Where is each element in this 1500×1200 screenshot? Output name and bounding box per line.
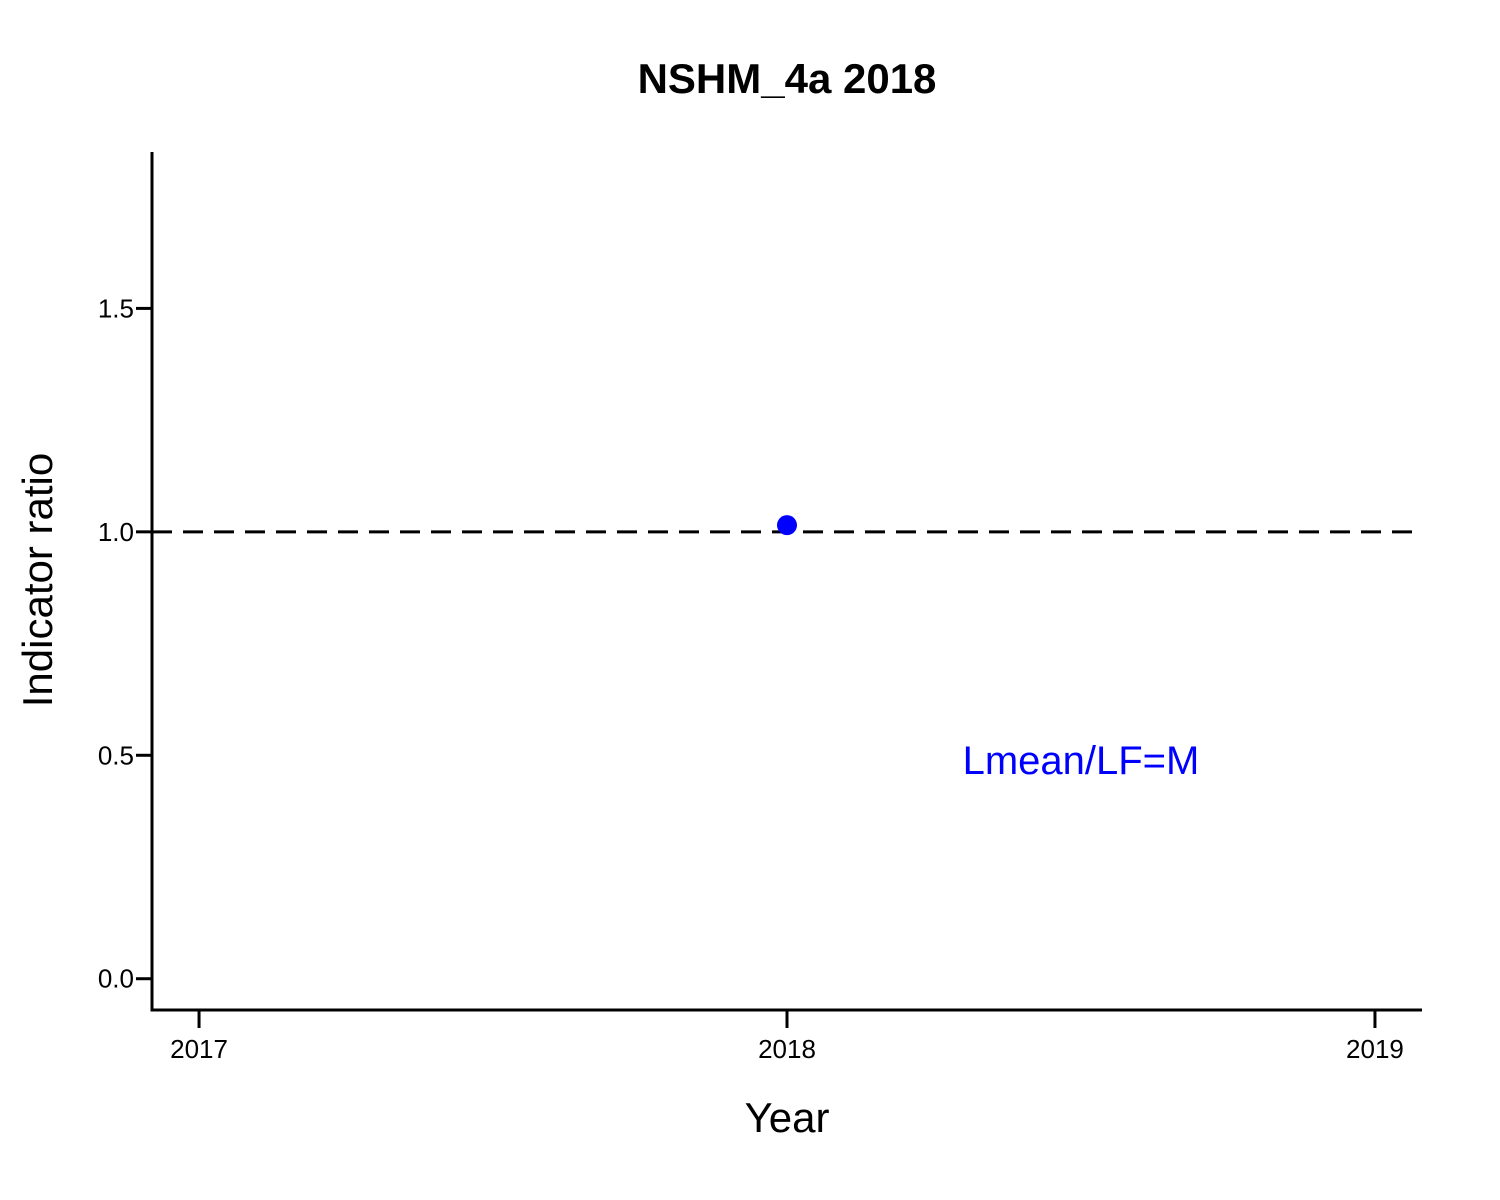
annotation-text: Lmean/LF=M: [963, 739, 1200, 783]
axes: [150, 152, 1422, 1012]
data-point: [777, 515, 797, 536]
y-ticks: 0.0 0.5 1.0 1.5: [98, 293, 152, 994]
chart-title: NSHM_4a 2018: [638, 55, 937, 102]
x-tick-label: 2019: [1346, 1034, 1404, 1064]
y-tick-label: 0.5: [98, 740, 134, 770]
x-tick-label: 2018: [758, 1034, 816, 1064]
x-ticks: 2017 2018 2019: [170, 1010, 1404, 1064]
x-tick-label: 2017: [170, 1034, 228, 1064]
y-tick-label: 1.0: [98, 517, 134, 547]
y-axis-title: Indicator ratio: [14, 453, 61, 707]
data-points: [777, 515, 797, 536]
y-tick-label: 1.5: [98, 293, 134, 323]
y-tick-label: 0.0: [98, 964, 134, 994]
x-axis-title: Year: [745, 1094, 830, 1141]
